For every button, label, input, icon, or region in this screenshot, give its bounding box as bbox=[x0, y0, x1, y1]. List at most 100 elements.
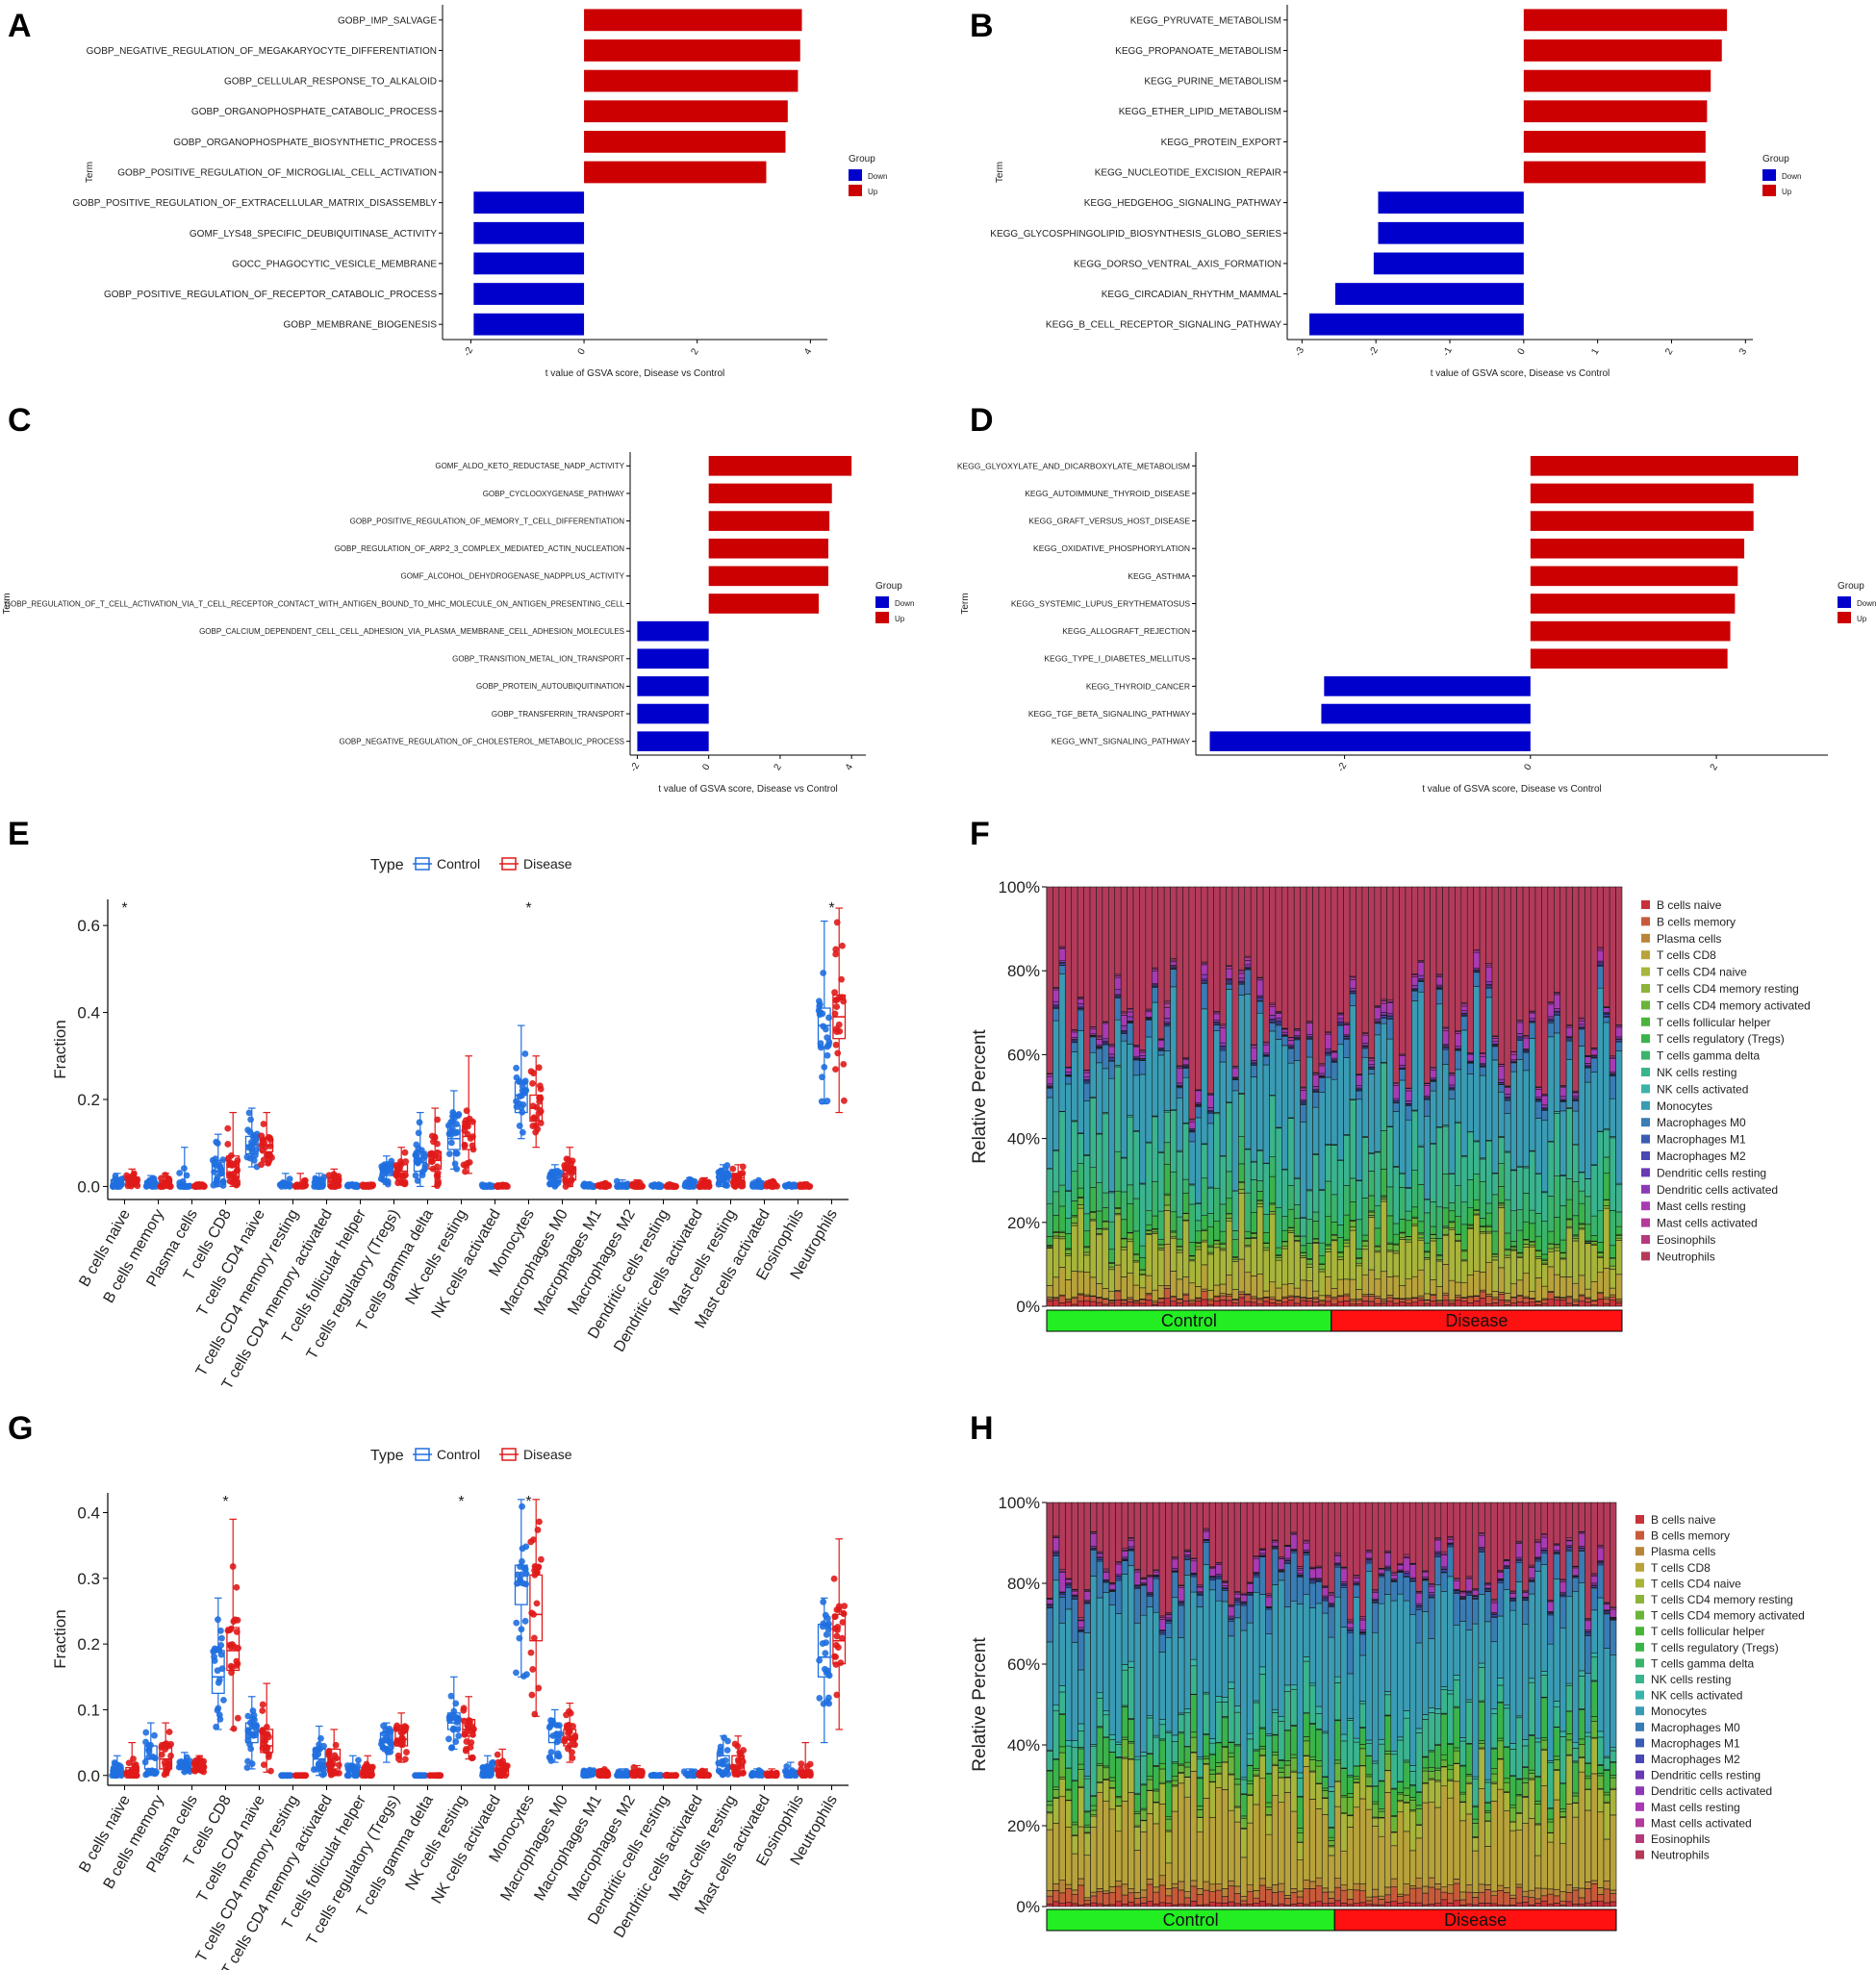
legend-label: Dendritic cells activated bbox=[1657, 1183, 1778, 1197]
stack-segment bbox=[1374, 1251, 1382, 1280]
stack-segment bbox=[1405, 1119, 1412, 1188]
data-point bbox=[297, 1772, 305, 1780]
stack-segment bbox=[1343, 1278, 1351, 1295]
stack-segment bbox=[1058, 1302, 1066, 1307]
data-point bbox=[822, 1650, 829, 1657]
stack-segment bbox=[1120, 1033, 1128, 1042]
stack-segment bbox=[1293, 1178, 1301, 1205]
bar-up bbox=[1523, 100, 1708, 123]
stack-segment bbox=[1442, 1234, 1450, 1265]
data-point bbox=[378, 1737, 386, 1744]
legend-swatch-up bbox=[1762, 185, 1776, 196]
data-point bbox=[386, 1733, 393, 1741]
stack-segment bbox=[1559, 1300, 1567, 1307]
stack-segment bbox=[1430, 1279, 1437, 1295]
stack-segment bbox=[1262, 1301, 1270, 1307]
stack-segment bbox=[1405, 1241, 1412, 1279]
stack-segment bbox=[1572, 1301, 1580, 1305]
stack-segment bbox=[1238, 972, 1246, 979]
stack-segment bbox=[1509, 1170, 1517, 1212]
data-point bbox=[552, 1170, 560, 1177]
stack-segment bbox=[1132, 1059, 1140, 1076]
data-point bbox=[316, 1741, 323, 1749]
data-point bbox=[158, 1174, 165, 1182]
stack-segment bbox=[1361, 1198, 1369, 1236]
stack-segment bbox=[1325, 1275, 1332, 1296]
stack-segment bbox=[1293, 1218, 1301, 1237]
stack-segment bbox=[1325, 1076, 1332, 1145]
stack-segment bbox=[1058, 1267, 1066, 1296]
stack-segment bbox=[1572, 1181, 1580, 1217]
stack-segment bbox=[1498, 1207, 1506, 1269]
stack-segment bbox=[1491, 1298, 1499, 1303]
stack-segment bbox=[1392, 1302, 1400, 1307]
stack-segment bbox=[1479, 1074, 1486, 1159]
stack-segment bbox=[1361, 1034, 1369, 1044]
stack-segment bbox=[1529, 886, 1536, 1012]
stack-segment bbox=[1052, 1537, 1060, 1552]
data-point bbox=[535, 1563, 543, 1571]
stack-segment bbox=[1485, 1202, 1493, 1214]
stack-segment bbox=[1102, 1207, 1109, 1222]
stack-segment bbox=[1411, 985, 1419, 990]
legend-swatch bbox=[1641, 917, 1650, 926]
stack-segment bbox=[1509, 1053, 1517, 1061]
stack-segment bbox=[1485, 1212, 1493, 1226]
stack-segment bbox=[1565, 1178, 1573, 1200]
data-point bbox=[833, 1691, 841, 1699]
stack-segment bbox=[1442, 1027, 1450, 1032]
significance-star: * bbox=[222, 1494, 228, 1510]
stack-segment bbox=[1287, 1118, 1295, 1186]
data-point bbox=[266, 1152, 273, 1159]
stack-segment bbox=[1336, 1024, 1344, 1046]
stack-segment bbox=[1609, 1300, 1616, 1307]
data-point bbox=[333, 1755, 340, 1762]
legend-label-disease: Disease bbox=[523, 1447, 572, 1462]
stack-segment bbox=[1219, 1203, 1227, 1232]
term-label: GOBP_REGULATION_OF_T_CELL_ACTIVATION_VIA… bbox=[5, 599, 625, 608]
data-point bbox=[469, 1731, 476, 1738]
panel-f-chart: 0%20%40%60%80%100%Relative PercentContro… bbox=[970, 878, 1811, 1332]
panel-letter-d: D bbox=[970, 402, 994, 439]
stack-segment bbox=[1083, 1296, 1091, 1301]
stack-segment bbox=[1541, 1110, 1549, 1122]
stack-segment bbox=[1256, 1000, 1264, 1014]
data-point bbox=[499, 1757, 506, 1765]
legend-label: T cells regulatory (Tregs) bbox=[1657, 1032, 1785, 1046]
data-point bbox=[581, 1180, 589, 1188]
stack-segment bbox=[1460, 1029, 1468, 1156]
stack-segment bbox=[1584, 1288, 1592, 1299]
term-label: KEGG_GRAFT_VERSUS_HOST_DISEASE bbox=[1028, 517, 1190, 526]
data-point bbox=[562, 1183, 570, 1190]
stack-segment bbox=[1219, 1250, 1227, 1285]
stack-segment bbox=[1325, 1216, 1332, 1246]
stack-segment bbox=[1522, 1167, 1530, 1194]
stack-segment bbox=[1201, 964, 1208, 975]
bar-down bbox=[473, 252, 585, 275]
data-point bbox=[380, 1176, 387, 1184]
stack-segment bbox=[1405, 1236, 1412, 1241]
stack-segment bbox=[1195, 1246, 1203, 1250]
stack-segment bbox=[1238, 1182, 1246, 1190]
legend-label-up: Up bbox=[1857, 615, 1867, 623]
stack-segment bbox=[1343, 1185, 1351, 1216]
stack-segment bbox=[1231, 1289, 1239, 1300]
stack-segment bbox=[1052, 1235, 1060, 1239]
stack-segment bbox=[1405, 886, 1412, 1089]
data-point bbox=[527, 1068, 535, 1075]
stack-segment bbox=[1046, 1097, 1053, 1170]
stack-segment bbox=[1417, 1295, 1425, 1299]
stack-segment bbox=[1596, 1293, 1605, 1300]
stack-segment bbox=[1206, 1107, 1214, 1111]
stack-segment bbox=[1615, 1237, 1623, 1241]
stack-segment bbox=[1411, 886, 1419, 974]
stack-segment bbox=[1157, 1054, 1165, 1152]
x-tick-label: 0 bbox=[700, 762, 713, 772]
stack-segment bbox=[1509, 1302, 1517, 1307]
stack-segment bbox=[1473, 1174, 1481, 1200]
data-point bbox=[452, 1700, 460, 1707]
stack-segment bbox=[1077, 1301, 1084, 1307]
stack-segment bbox=[1244, 1301, 1252, 1307]
stack-segment bbox=[1553, 1244, 1560, 1249]
data-point bbox=[832, 950, 840, 958]
